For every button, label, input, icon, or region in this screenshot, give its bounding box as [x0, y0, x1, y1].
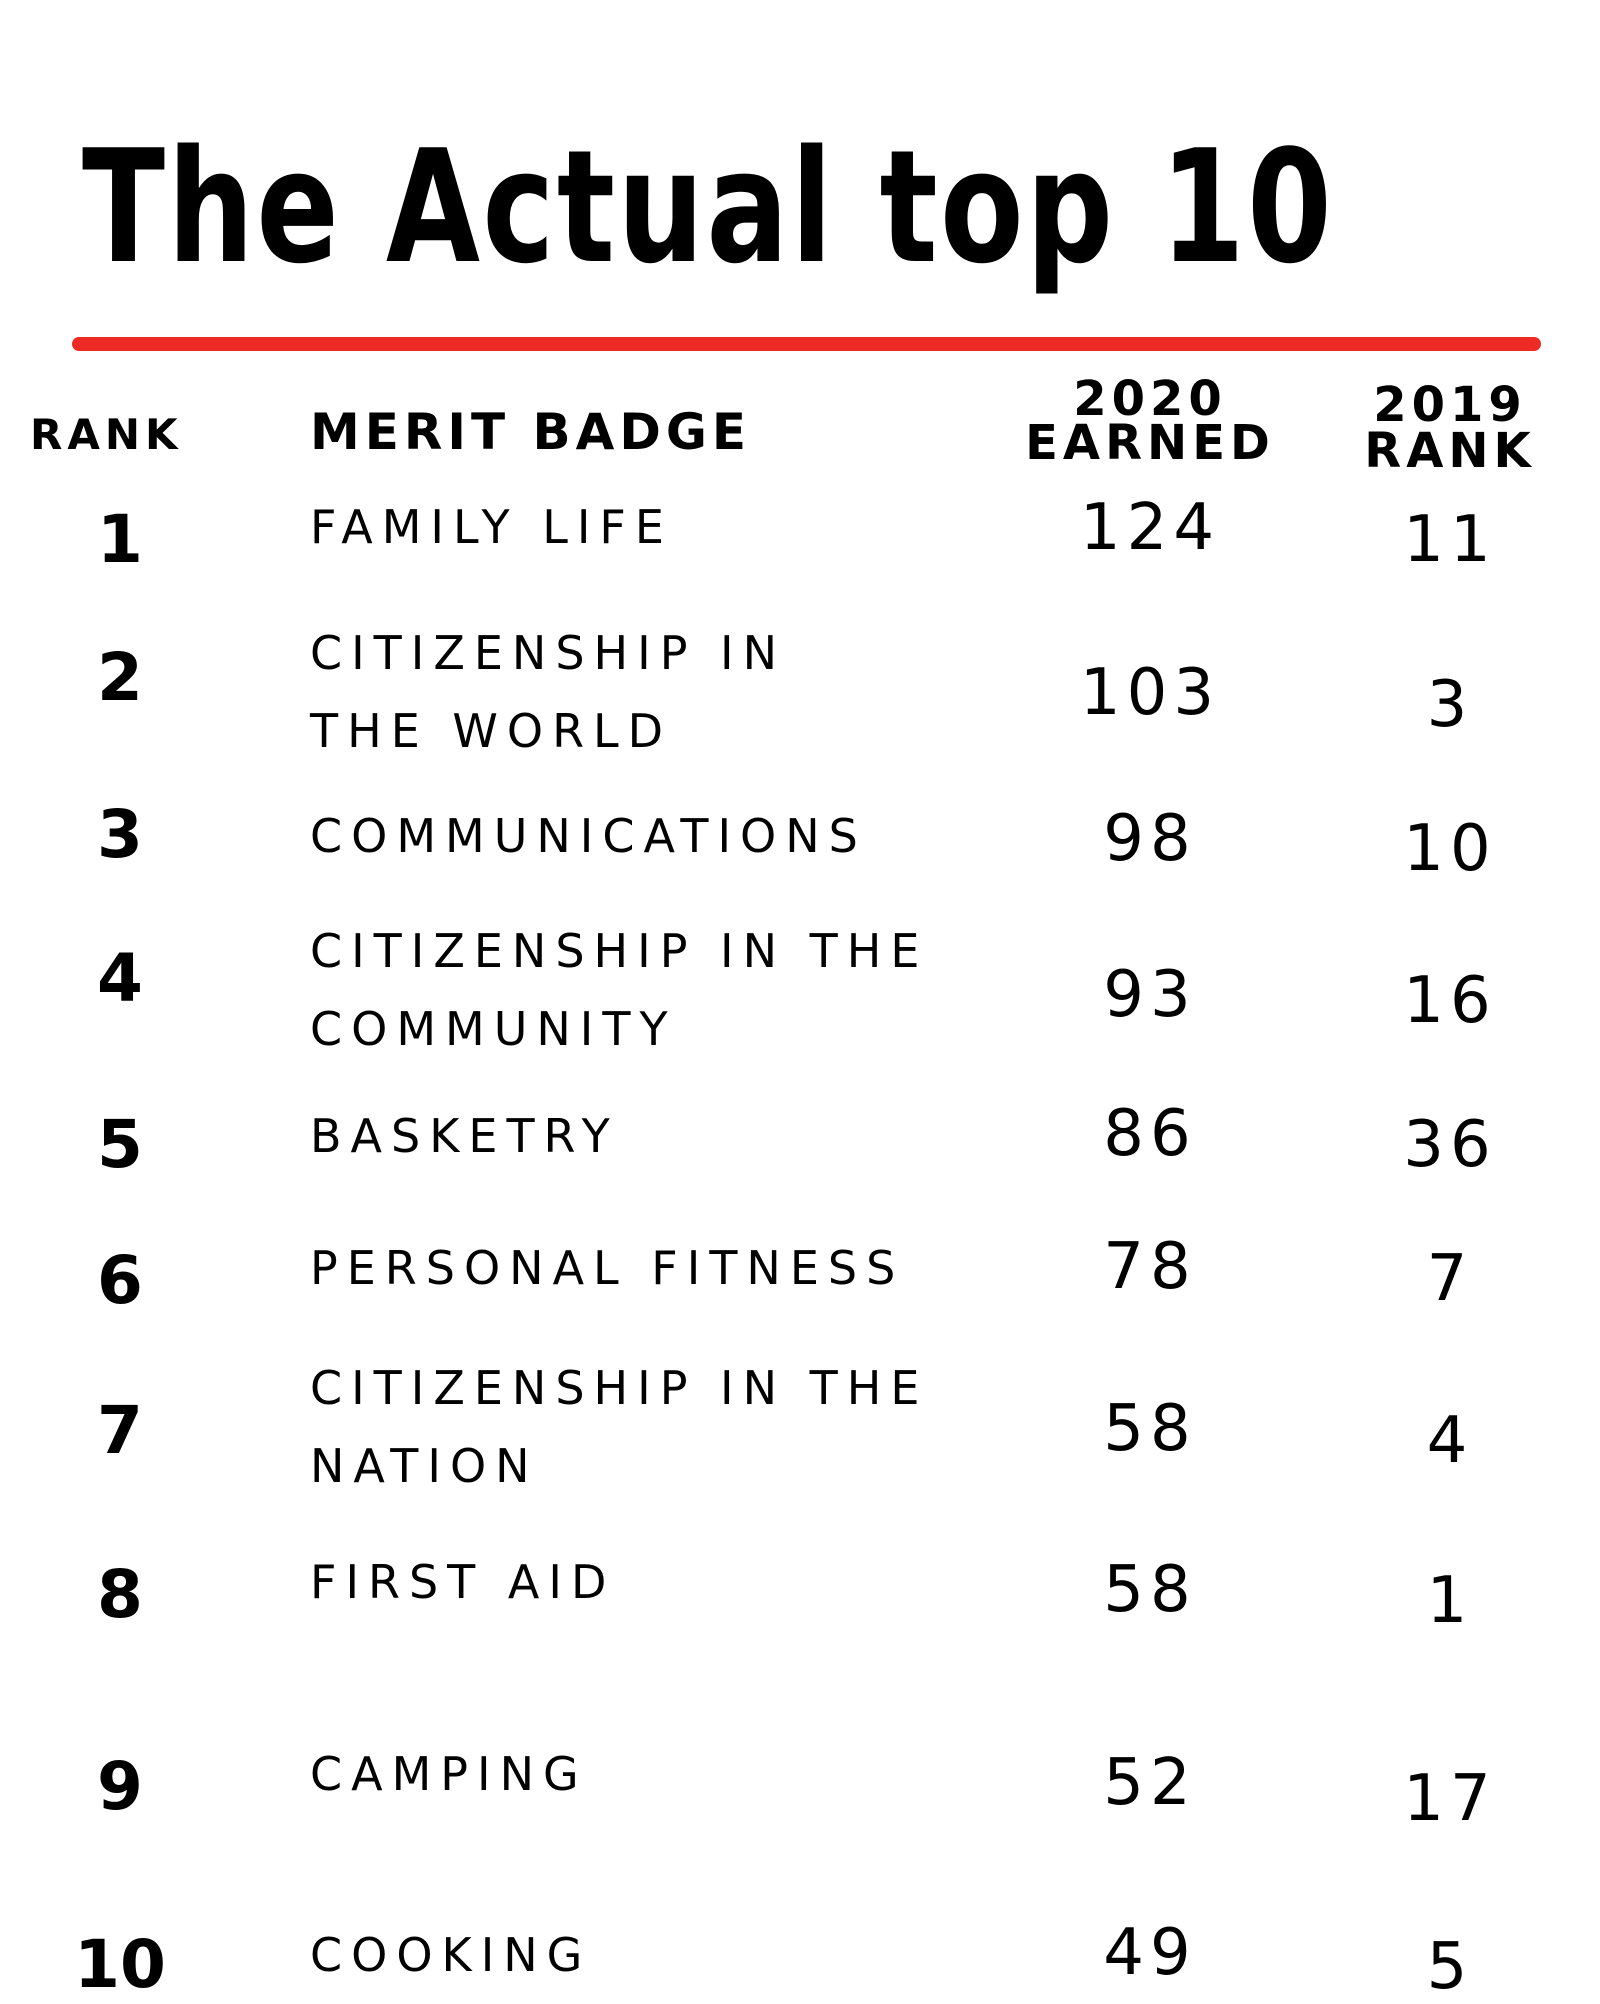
row-2019-rank: 7: [1426, 1242, 1474, 1316]
row-merit-badge-line1: FIRST AID: [310, 1555, 616, 1609]
row-rank: 4: [97, 940, 143, 1017]
row-merit-badge-line1: FAMILY LIFE: [310, 500, 673, 554]
row-2019-rank: 5: [1426, 1930, 1474, 2004]
row-2020-earned: 124: [1079, 491, 1221, 565]
row-2020-earned: 103: [1079, 656, 1221, 730]
row-2020-earned: 49: [1103, 1916, 1197, 1990]
row-2019-rank: 36: [1403, 1108, 1497, 1182]
row-merit-badge-line1: CITIZENSHIP IN THE: [310, 924, 929, 978]
row-rank: 2: [97, 639, 143, 716]
row-merit-badge: CITIZENSHIP IN THE WORLD: [310, 614, 786, 770]
row-merit-badge-line1: BASKETRY: [310, 1109, 619, 1163]
row-merit-badge: COMMUNICATIONS: [310, 797, 867, 875]
row-2019-rank: 3: [1426, 668, 1474, 742]
row-rank: 9: [97, 1748, 143, 1825]
row-rank: 5: [97, 1106, 143, 1183]
column-header-merit-badge: MERIT BADGE: [310, 403, 752, 461]
row-merit-badge-line1: COOKING: [310, 1928, 592, 1982]
row-merit-badge: COOKING: [310, 1916, 591, 1994]
row-merit-badge-line1: COMMUNICATIONS: [310, 809, 867, 863]
column-header-2020-earned-line2: EARNED: [1025, 415, 1275, 471]
row-2019-rank: 11: [1403, 503, 1497, 577]
row-2019-rank: 16: [1403, 964, 1497, 1038]
row-2020-earned: 93: [1103, 958, 1197, 1032]
row-rank: 7: [97, 1392, 143, 1469]
page-title: The Actual top 10: [82, 116, 1335, 298]
row-rank: 3: [97, 796, 143, 873]
row-merit-badge-line1: CITIZENSHIP IN: [310, 626, 787, 680]
row-merit-badge-line1: PERSONAL FITNESS: [310, 1241, 905, 1295]
row-2019-rank: 4: [1426, 1404, 1474, 1478]
row-2020-earned: 58: [1103, 1553, 1197, 1627]
row-rank: 8: [97, 1556, 143, 1633]
row-merit-badge: FAMILY LIFE: [310, 488, 673, 566]
row-merit-badge: CAMPING: [310, 1735, 588, 1813]
column-header-2020-earned: 2020 EARNED: [1000, 371, 1300, 471]
row-rank: 6: [97, 1242, 143, 1319]
row-merit-badge: BASKETRY: [310, 1097, 619, 1175]
column-header-2020-earned-line1: 2020: [1073, 371, 1227, 427]
row-2019-rank: 10: [1403, 812, 1497, 886]
row-merit-badge: CITIZENSHIP IN THE COMMUNITY: [310, 912, 928, 1068]
row-merit-badge: PERSONAL FITNESS: [310, 1229, 904, 1307]
row-merit-badge-line2: NATION: [310, 1439, 539, 1493]
row-merit-badge-line1: CITIZENSHIP IN THE: [310, 1361, 929, 1415]
row-merit-badge-line2: THE WORLD: [310, 704, 673, 758]
column-header-2019-rank-line1: 2019: [1373, 377, 1527, 433]
row-2020-earned: 52: [1103, 1746, 1197, 1820]
column-header-rank: RANK: [30, 410, 183, 459]
title-underline: [72, 337, 1541, 351]
row-rank: 10: [74, 1926, 166, 2003]
column-header-2019-rank: 2019 RANK: [1340, 377, 1560, 479]
row-rank: 1: [97, 501, 143, 578]
row-merit-badge-line2: COMMUNITY: [310, 1002, 677, 1056]
row-2020-earned: 78: [1103, 1230, 1197, 1304]
row-2019-rank: 17: [1403, 1762, 1497, 1836]
row-2020-earned: 98: [1103, 802, 1197, 876]
row-2020-earned: 86: [1103, 1097, 1197, 1171]
row-2019-rank: 1: [1426, 1564, 1474, 1638]
row-merit-badge-line1: CAMPING: [310, 1747, 588, 1801]
column-header-2019-rank-line2: RANK: [1364, 423, 1536, 479]
row-merit-badge: CITIZENSHIP IN THE NATION: [310, 1349, 928, 1505]
row-merit-badge: FIRST AID: [310, 1543, 615, 1621]
row-2020-earned: 58: [1103, 1392, 1197, 1466]
